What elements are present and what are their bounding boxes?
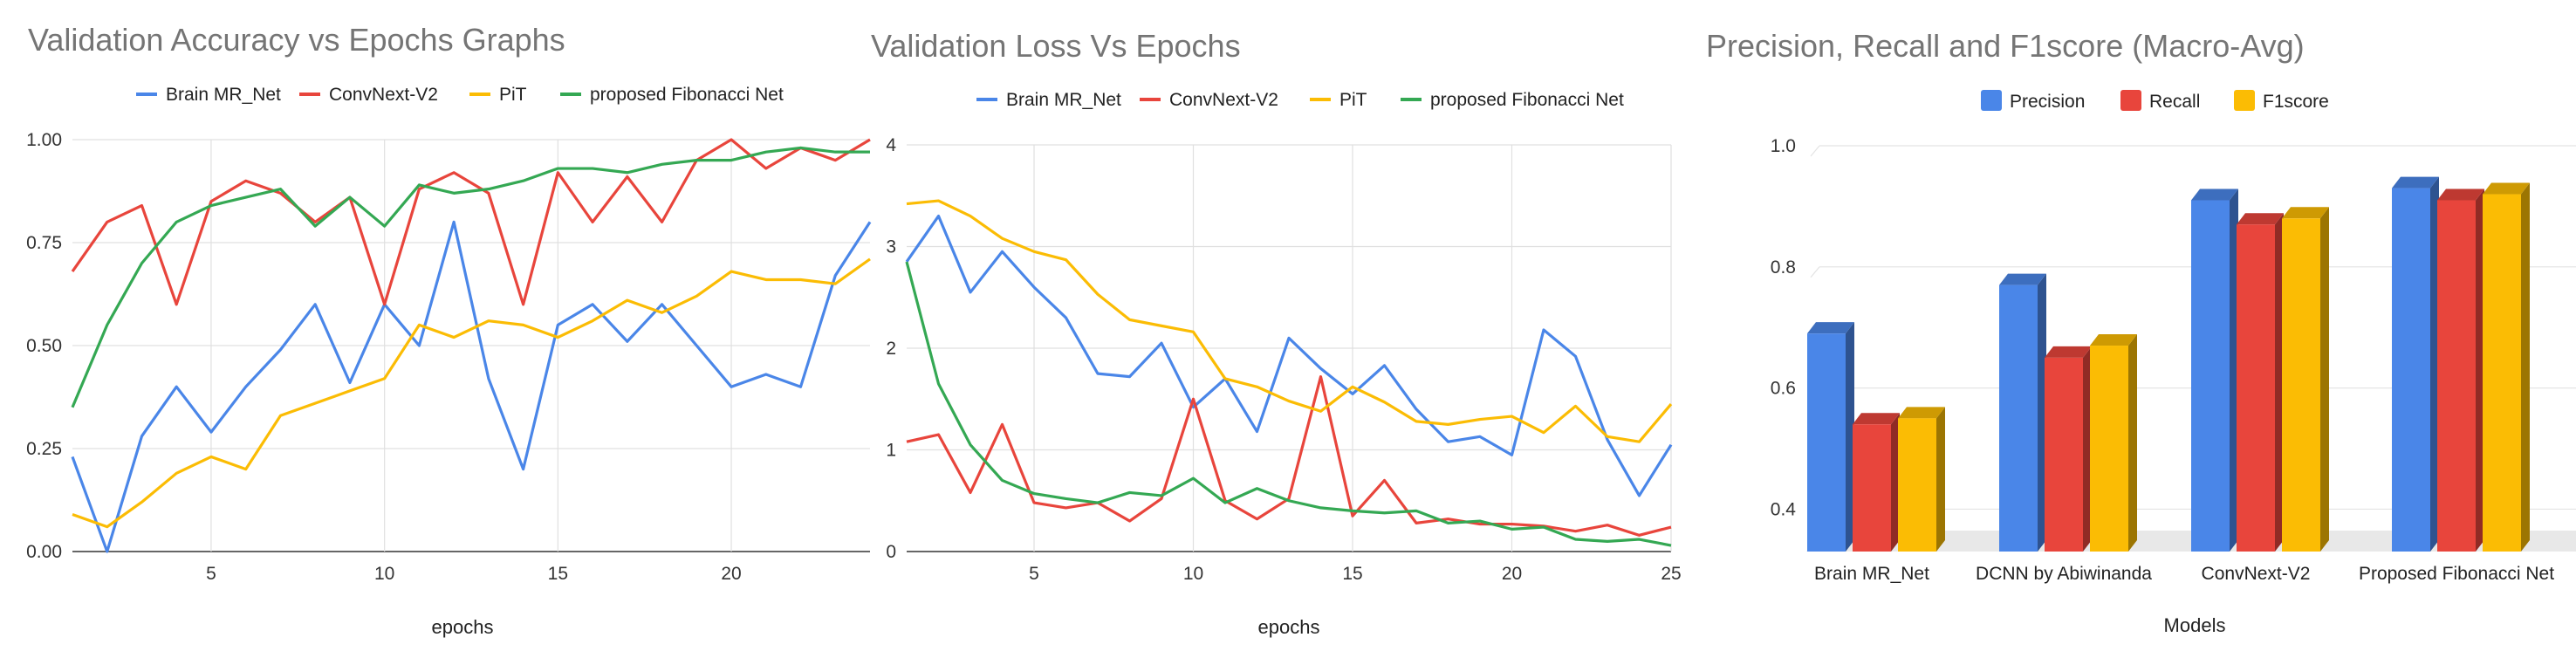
accuracy-legend-label-brain-mr-net: Brain MR_Net (166, 85, 281, 105)
prf-bar-side-brain-mr-net-recall (1891, 413, 1900, 552)
prf-bar-top-brain-mr-net-f1score (1898, 407, 1945, 419)
prf-bar-proposed-fibonacci-net-precision (2392, 188, 2430, 552)
accuracy-legend-label-proposed-fibonacci-net: proposed Fibonacci Net (590, 85, 784, 105)
prf-bar-convnext-v2-precision (2191, 200, 2230, 552)
accuracy-y-tick-label: 0.25 (26, 439, 62, 459)
prf-legend-label-recall: Recall (2149, 92, 2200, 112)
loss-y-tick-label: 3 (886, 237, 896, 257)
prf-y-tick-label: 0.8 (1771, 257, 1796, 278)
prf-gridline-y-3d (1810, 266, 1820, 278)
prf-bar-dcnn-by-abiwinanda-f1score (2090, 346, 2128, 552)
loss-legend-label-proposed-fibonacci-net: proposed Fibonacci Net (1430, 90, 1624, 110)
loss-y-tick-label: 4 (886, 135, 896, 155)
prf-bar-dcnn-by-abiwinanda-recall (2045, 357, 2083, 552)
prf-bar-side-dcnn-by-abiwinanda-precision (2038, 273, 2046, 552)
accuracy-legend-label-pit: PiT (499, 85, 527, 105)
prf-chart-title: Precision, Recall and F1score (Macro-Avg… (1706, 28, 2305, 64)
prf-bar-proposed-fibonacci-net-f1score (2483, 194, 2521, 552)
prf-bar-side-brain-mr-net-f1score (1936, 407, 1945, 552)
prf-bar-side-proposed-fibonacci-net-precision (2430, 176, 2439, 552)
prf-bar-dcnn-by-abiwinanda-precision (1999, 284, 2038, 552)
loss-legend-label-convnext-v2: ConvNext-V2 (1169, 90, 1278, 110)
prf-legend-label-f1score: F1score (2263, 92, 2329, 112)
loss-x-axis-label: epochs (1258, 616, 1320, 638)
prf-legend-swatch-precision (1981, 90, 2002, 111)
accuracy-x-tick-label: 10 (374, 564, 394, 584)
accuracy-x-tick-label: 20 (721, 564, 741, 584)
prf-x-tick-label-convnext-v2: ConvNext-V2 (2202, 564, 2311, 584)
accuracy-chart: Validation Accuracy vs Epochs Graphs Bra… (26, 22, 872, 638)
accuracy-x-tick-label: 15 (548, 564, 568, 584)
prf-bar-top-convnext-v2-precision (2191, 188, 2238, 201)
loss-x-tick-label: 20 (1502, 564, 1522, 584)
accuracy-series-line-pit (72, 257, 871, 529)
prf-bar-convnext-v2-f1score (2282, 218, 2320, 552)
loss-chart-panel: Validation Loss Vs Epochs Brain MR_Net Co… (851, 0, 1702, 654)
prf-bar-brain-mr-net-recall (1853, 424, 1891, 552)
prf-x-tick-label-proposed-fibonacci-net: Proposed Fibonacci Net (2359, 564, 2554, 584)
prf-bar-top-proposed-fibonacci-net-recall (2437, 188, 2484, 201)
prf-bar-side-convnext-v2-precision (2230, 188, 2238, 552)
prf-bar-proposed-fibonacci-net-recall (2437, 200, 2476, 552)
prf-bar-top-convnext-v2-recall (2237, 213, 2284, 225)
prf-legend-label-precision: Precision (2010, 92, 2085, 112)
prf-bar-top-brain-mr-net-precision (1807, 322, 1854, 334)
prf-legend-swatch-f1score (2234, 90, 2255, 111)
prf-bar-side-convnext-v2-f1score (2320, 207, 2329, 552)
prf-bar-top-proposed-fibonacci-net-f1score (2483, 182, 2530, 195)
prf-bar-side-convnext-v2-recall (2275, 213, 2284, 552)
accuracy-y-tick-label: 1.00 (26, 130, 62, 150)
prf-bar-convnext-v2-recall (2237, 224, 2275, 552)
loss-x-tick-label: 25 (1661, 564, 1681, 584)
loss-legend-label-brain-mr-net: Brain MR_Net (1006, 90, 1121, 110)
loss-legend-label-pit: PiT (1339, 90, 1367, 110)
prf-bar-top-proposed-fibonacci-net-precision (2392, 176, 2439, 188)
loss-y-tick-label: 2 (886, 339, 896, 359)
accuracy-chart-panel: Validation Accuracy vs Epochs Graphs Bra… (0, 0, 873, 654)
prf-x-tick-label-brain-mr-net: Brain MR_Net (1814, 564, 1929, 584)
loss-y-tick-label: 0 (886, 542, 896, 562)
prf-bar-top-dcnn-by-abiwinanda-precision (1999, 273, 2046, 285)
prf-legend-swatch-recall (2120, 90, 2141, 111)
prf-y-tick-label: 0.6 (1771, 379, 1796, 399)
prf-bar-top-convnext-v2-f1score (2282, 207, 2329, 219)
prf-y-tick-label: 1.0 (1771, 136, 1796, 156)
prf-bar-brain-mr-net-f1score (1898, 418, 1936, 552)
loss-x-tick-label: 5 (1029, 564, 1039, 584)
prf-bar-top-brain-mr-net-recall (1853, 413, 1900, 425)
loss-series-line-proposed-fibonacci-net (905, 261, 1672, 547)
accuracy-series-line-proposed-fibonacci-net (71, 146, 870, 408)
prf-bar-brain-mr-net-precision (1807, 333, 1846, 552)
loss-y-tick-label: 1 (886, 441, 896, 461)
prf-bar-top-dcnn-by-abiwinanda-f1score (2090, 334, 2137, 346)
prf-gridline-y-3d (1810, 145, 1820, 157)
accuracy-x-axis-label: epochs (432, 616, 494, 638)
accuracy-y-tick-label: 0.50 (26, 336, 62, 356)
prf-y-tick-label: 0.4 (1771, 499, 1797, 519)
prf-chart-panel: Precision, Recall and F1score (Macro-Avg… (1689, 0, 2576, 654)
accuracy-legend-label-convnext-v2: ConvNext-V2 (329, 85, 438, 105)
prf-bar-side-dcnn-by-abiwinanda-f1score (2128, 334, 2137, 552)
loss-series-line-pit (906, 199, 1673, 443)
loss-chart-title: Validation Loss Vs Epochs (871, 28, 1241, 64)
prf-bar-side-proposed-fibonacci-net-recall (2476, 188, 2484, 552)
prf-bar-side-proposed-fibonacci-net-f1score (2521, 182, 2530, 552)
prf-x-axis-label: Models (2164, 614, 2226, 636)
prf-bar-side-brain-mr-net-precision (1846, 322, 1854, 552)
prf-bar-top-dcnn-by-abiwinanda-recall (2045, 346, 2092, 358)
prf-chart: Precision, Recall and F1score (Macro-Avg… (1706, 28, 2576, 636)
prf-bar-side-dcnn-by-abiwinanda-recall (2083, 346, 2092, 552)
accuracy-series-line-convnext-v2 (71, 138, 871, 306)
loss-x-tick-label: 10 (1183, 564, 1203, 584)
loss-x-tick-label: 15 (1342, 564, 1362, 584)
accuracy-chart-title: Validation Accuracy vs Epochs Graphs (28, 22, 565, 58)
accuracy-series-line-brain-mr-net (71, 220, 872, 553)
accuracy-x-tick-label: 5 (206, 564, 216, 584)
loss-chart: Validation Loss Vs Epochs Brain MR_Net Co… (871, 28, 1682, 638)
accuracy-y-tick-label: 0.00 (26, 542, 62, 562)
accuracy-y-tick-label: 0.75 (26, 233, 62, 253)
prf-x-tick-label-dcnn-by-abiwinanda: DCNN by Abiwinanda (1976, 564, 2152, 584)
loss-series-line-brain-mr-net (905, 214, 1673, 497)
